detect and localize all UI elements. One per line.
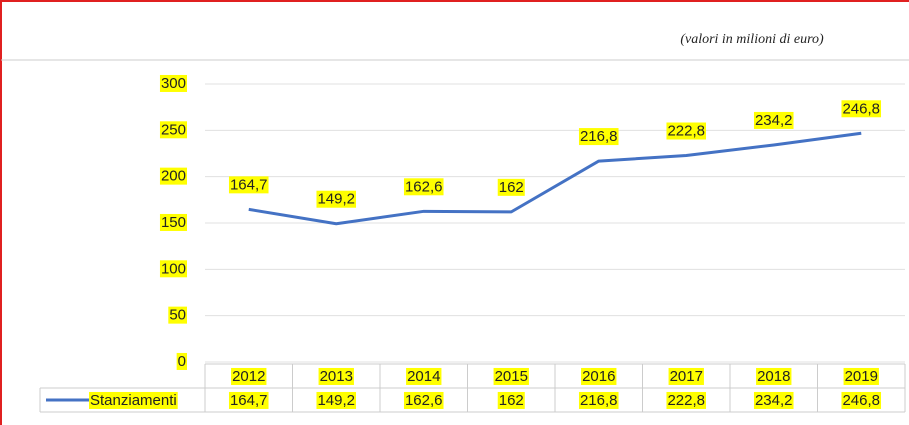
- line: [248, 131, 862, 226]
- label-highlight: [159, 121, 187, 139]
- label-highlight: [756, 367, 792, 385]
- x-tick-label: 2018: [757, 368, 790, 385]
- data-label: 234,2: [755, 112, 793, 129]
- data-label: 162,6: [405, 178, 443, 195]
- label-highlight: [159, 74, 187, 92]
- label-highlight: [753, 111, 794, 129]
- label-highlight: [493, 367, 529, 385]
- x-tick-label: 2016: [582, 368, 615, 385]
- y-tick-label: 0: [178, 353, 186, 370]
- x-tick-label: 2013: [320, 368, 353, 385]
- label-highlight: [403, 178, 444, 196]
- label-highlight: [578, 391, 619, 409]
- table-value: 234,2: [755, 392, 793, 409]
- data-label: 246,8: [842, 100, 880, 117]
- label-highlight: [228, 176, 269, 194]
- y-tick-label: 150: [161, 214, 186, 231]
- data-label: 149,2: [317, 191, 355, 208]
- label-highlight: [316, 190, 357, 208]
- y-tick-label: 250: [161, 121, 186, 138]
- label-highlight: [228, 391, 269, 409]
- x-tick-label: 2015: [495, 368, 528, 385]
- label-highlight: [406, 367, 442, 385]
- label-highlight: [231, 367, 267, 385]
- label-highlight: [176, 352, 187, 370]
- data-label: 164,7: [230, 176, 268, 193]
- table-value: 222,8: [667, 392, 705, 409]
- label-highlight: [841, 100, 882, 118]
- label-highlight: [168, 306, 187, 324]
- table-value: 246,8: [842, 392, 880, 409]
- label-highlight: [581, 367, 617, 385]
- table-value: 162: [499, 392, 524, 409]
- label-highlight: [578, 128, 619, 146]
- label-highlight: [666, 391, 707, 409]
- label-highlight: [89, 391, 178, 409]
- label-highlight: [666, 122, 707, 140]
- label-highlight: [841, 391, 882, 409]
- label-highlight: [497, 178, 525, 196]
- label-highlight: [668, 367, 704, 385]
- x-tick-label: 2012: [232, 368, 265, 385]
- label-highlight: [497, 391, 525, 409]
- data-label: 162: [499, 179, 524, 196]
- label-highlight: [403, 391, 444, 409]
- x-tick-label: 2019: [845, 368, 878, 385]
- x-tick-label: 2017: [670, 368, 703, 385]
- label-highlight: [753, 391, 794, 409]
- x-tick-label: 2014: [407, 368, 440, 385]
- table-value: 162,6: [405, 392, 443, 409]
- label-highlight: [316, 391, 357, 409]
- y-tick-label: 50: [169, 307, 186, 324]
- label-highlight: [159, 213, 187, 231]
- data-label: 222,8: [667, 123, 705, 140]
- y-tick-label: 200: [161, 168, 186, 185]
- label-highlight: [159, 260, 187, 278]
- subtitle: (valori in milioni di euro): [680, 32, 824, 47]
- legend-label: Stanziamenti: [90, 392, 177, 409]
- data-label: 216,8: [580, 128, 618, 145]
- label-highlight: [159, 167, 187, 185]
- table-value: 216,8: [580, 392, 618, 409]
- y-tick-label: 300: [161, 75, 186, 92]
- table-value: 149,2: [317, 392, 355, 409]
- label-highlight: [843, 367, 879, 385]
- label-highlight: [318, 367, 354, 385]
- table-value: 164,7: [230, 392, 268, 409]
- y-tick-label: 100: [161, 260, 186, 277]
